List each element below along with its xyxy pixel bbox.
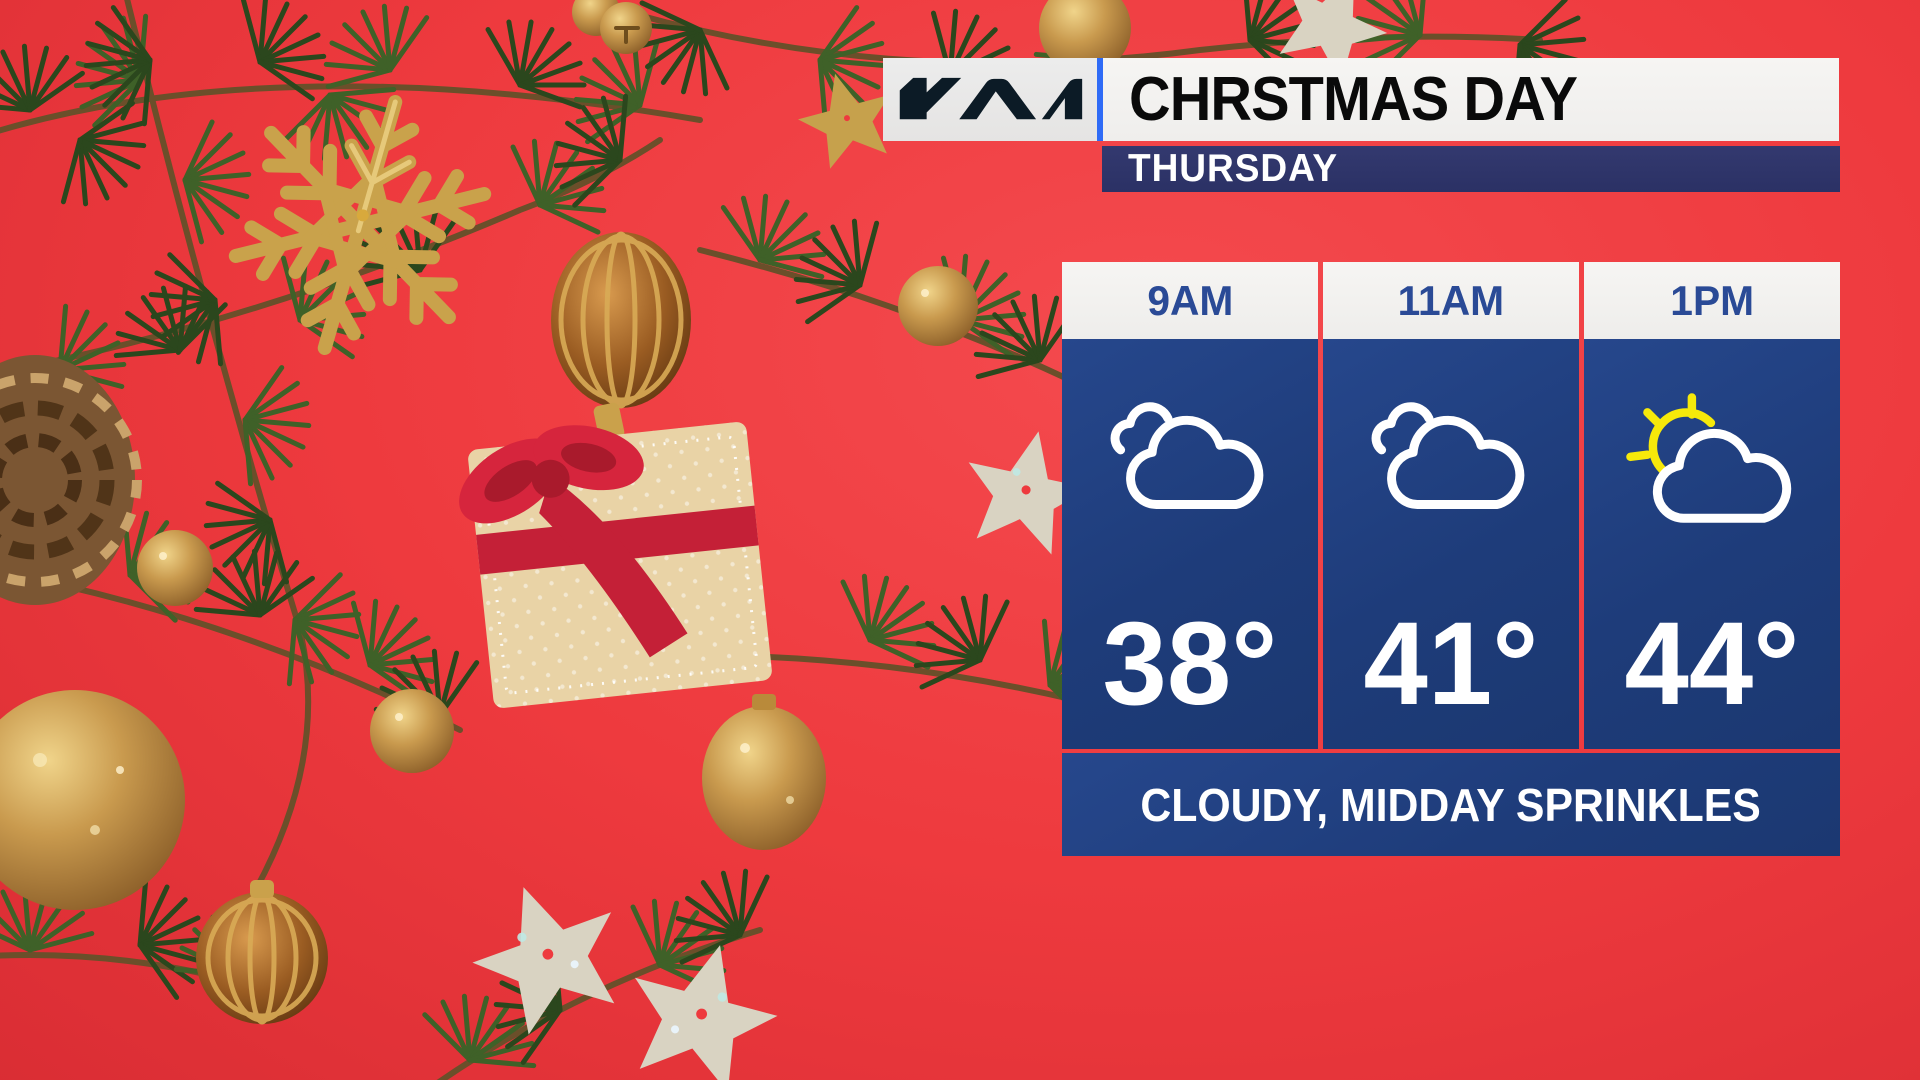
holographic-star-2 xyxy=(612,926,792,1080)
time-label: 11AM xyxy=(1397,276,1505,324)
forecast-column-11am: 11AM 41° xyxy=(1323,262,1579,753)
forecast-column-9am: 9AM 38° xyxy=(1062,262,1318,753)
forecast-body: 41° xyxy=(1323,339,1579,749)
day-bar: THURSDAY xyxy=(1102,146,1840,192)
time-cell: 9AM xyxy=(1062,262,1318,339)
temperature: 41° xyxy=(1363,598,1539,730)
bronze-ribbed-ornament-bottom xyxy=(196,880,328,1025)
day-label: THURSDAY xyxy=(1128,147,1339,190)
gold-bauble-small-2 xyxy=(370,689,454,773)
time-label: 9AM xyxy=(1146,276,1234,324)
gold-star xyxy=(789,61,905,174)
holographic-star-1 xyxy=(454,861,641,1045)
gift-box xyxy=(459,422,772,708)
sun-behind-cloud-icon xyxy=(1622,391,1802,534)
bronze-ribbed-ornament-top xyxy=(551,231,691,442)
gold-egg-ornament xyxy=(702,694,826,850)
gold-bauble-small-3 xyxy=(898,266,978,346)
jingle-bells xyxy=(572,0,652,54)
time-cell: 11AM xyxy=(1323,262,1579,339)
summary-bar: CLOUDY, MIDDAY SPRINKLES xyxy=(1062,753,1840,856)
forecast-body: 38° xyxy=(1062,339,1318,749)
forecast-panel: 9AM 38° 11AM xyxy=(1062,262,1840,856)
summary-text: CLOUDY, MIDDAY SPRINKLES xyxy=(1140,778,1762,831)
temperature: 44° xyxy=(1624,598,1800,730)
time-label: 1PM xyxy=(1670,276,1754,324)
cloudy-icon xyxy=(1366,391,1536,520)
holographic-star-3 xyxy=(953,418,1100,560)
page-title: CHRSTMAS DAY xyxy=(1129,65,1578,134)
gold-bauble-large xyxy=(0,690,185,910)
temperature: 38° xyxy=(1102,598,1278,730)
header-title-box: CHRSTMAS DAY xyxy=(1103,58,1839,141)
gold-bauble-small-1 xyxy=(137,530,213,606)
gold-bauble-top xyxy=(1039,0,1131,74)
kia-logo-box xyxy=(883,58,1097,141)
forecast-column-1pm: 1PM 44° xyxy=(1584,262,1840,753)
cloudy-icon xyxy=(1105,391,1275,520)
gold-snowflake-ornament xyxy=(228,94,492,356)
forecast-body: 44° xyxy=(1584,339,1840,749)
kia-logo xyxy=(899,77,1083,119)
time-cell: 1PM xyxy=(1584,262,1840,339)
pinecone xyxy=(0,355,142,605)
header-divider xyxy=(1097,58,1103,141)
